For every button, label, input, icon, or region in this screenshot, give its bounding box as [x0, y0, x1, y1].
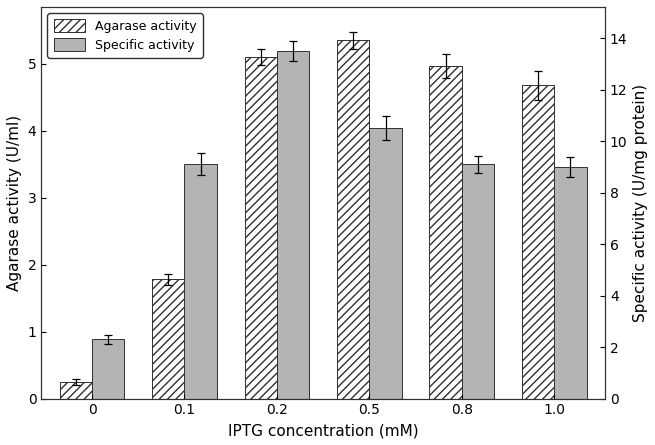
Bar — [60, 382, 92, 399]
Bar — [522, 85, 554, 399]
Y-axis label: Specific activity (U/mg protein): Specific activity (U/mg protein) — [633, 84, 648, 322]
Bar — [554, 167, 586, 399]
X-axis label: IPTG concentration (mM): IPTG concentration (mM) — [228, 423, 419, 438]
Legend: Agarase activity, Specific activity: Agarase activity, Specific activity — [47, 13, 203, 58]
Bar — [430, 66, 462, 399]
Bar — [277, 51, 309, 399]
Bar — [152, 279, 185, 399]
Bar — [462, 164, 494, 399]
Bar — [92, 340, 124, 399]
Bar — [185, 164, 217, 399]
Bar — [337, 40, 369, 399]
Bar — [244, 57, 277, 399]
Bar — [369, 128, 402, 399]
Y-axis label: Agarase activity (U/ml): Agarase activity (U/ml) — [7, 115, 22, 291]
